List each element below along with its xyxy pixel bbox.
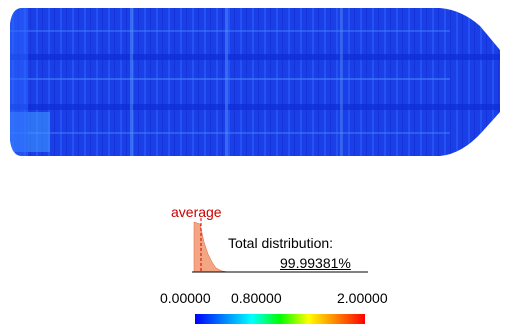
hull-surface [10,8,500,156]
distribution-plot [192,218,368,273]
hull-distribution-view[interactable] [0,0,505,180]
colorbar-tick-min: 0.00000 [160,290,211,306]
distribution-curve [193,221,229,273]
average-label: average [171,204,222,220]
total-distribution-value: 99.99381% [280,255,351,271]
colorbar-tick-max: 2.00000 [337,290,388,306]
total-distribution-label: Total distribution: [228,235,334,251]
colorbar-tick-mid: 0.80000 [231,290,282,306]
colorbar [195,314,365,324]
